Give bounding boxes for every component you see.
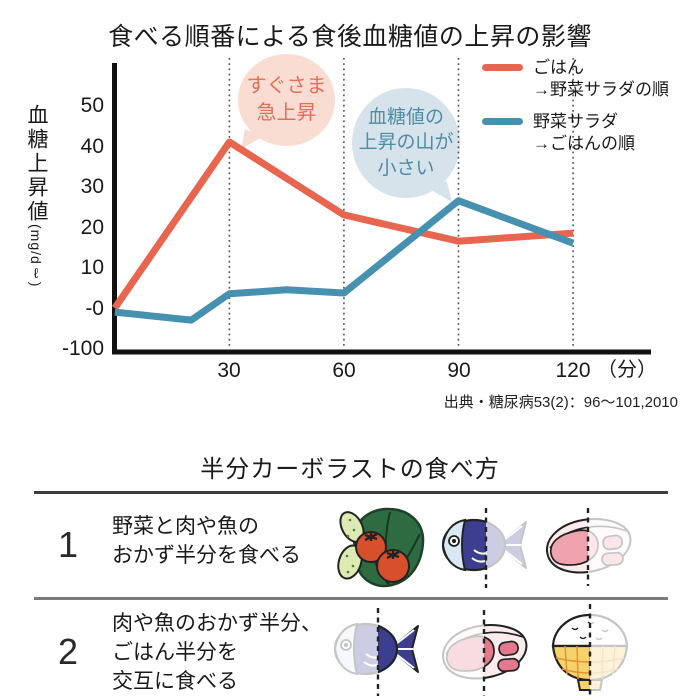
y-tick-40: 40 [80, 134, 104, 158]
legend-item-rice-first: ごはん →野菜サラダの順 [482, 57, 669, 102]
legend-color-dash-red [482, 64, 523, 71]
x-tick-60: 60 [332, 359, 356, 382]
y-tick-50: 50 [80, 94, 104, 117]
annotation-text: すぐさま 急上昇 [246, 75, 327, 124]
y-tick-neg10: -100 [61, 337, 104, 360]
blood-glucose-line-chart [111, 58, 651, 355]
x-tick-90: 90 [447, 359, 471, 382]
legend-label: 野菜サラダ →ごはんの順 [533, 112, 635, 154]
row-number: 1 [57, 524, 79, 565]
annotation-bubble-rapid-rise: すぐさま 急上昇 [238, 54, 335, 149]
x-tick-30: 30 [217, 359, 241, 382]
meat-half-icon [436, 608, 528, 698]
row-description: 肉や魚のおかず半分、 ごはん半分を 交互に食べる [112, 612, 322, 693]
annotation-bubble-small-peak: 血糖値の 上昇の山が 小さい [352, 88, 460, 202]
y-axis-label-unit: (mg/dℓ) [28, 224, 44, 288]
meat-half-icon [546, 506, 636, 588]
y-tick-20: 20 [80, 215, 104, 239]
y-tick-0: -0 [85, 296, 104, 320]
fish-half-icon [330, 606, 419, 698]
dotted-gridlines [228, 58, 574, 349]
row-number: 2 [57, 631, 79, 672]
row-description: 野菜と肉や魚の おかず半分を食べる [112, 515, 301, 567]
y-tick-10: 10 [80, 256, 104, 279]
line-salad-first [114, 197, 575, 324]
legend-label: ごはん →野菜サラダの順 [533, 58, 669, 100]
y-tick-30: 30 [80, 175, 104, 198]
vegetables-icon [337, 507, 425, 588]
chart-title: 食べる順番による食後血糖値の上昇の影響 [108, 23, 592, 51]
annotation-text: 血糖値の 上昇の山が 小さい [358, 106, 454, 179]
legend-color-dash-blue [482, 118, 523, 125]
fish-half-icon [441, 506, 534, 590]
x-tick-120: 120 [555, 359, 591, 382]
divider-top [34, 491, 668, 494]
y-axis-label: 血糖上昇値(mg/dℓ) [25, 104, 48, 288]
legend-item-salad-first: 野菜サラダ →ごはんの順 [482, 111, 635, 156]
x-axis-unit: （分） [597, 359, 657, 381]
rice-bowl-half-icon [551, 602, 636, 698]
divider-middle [34, 597, 668, 600]
section-title: 半分カーボラストの食べ方 [200, 456, 500, 483]
y-axis-label-main: 血糖上昇値 [25, 104, 48, 224]
line-rice-first [111, 138, 574, 310]
source-citation: 出典・糖尿病53(2)：96〜101,2010 [443, 394, 678, 411]
